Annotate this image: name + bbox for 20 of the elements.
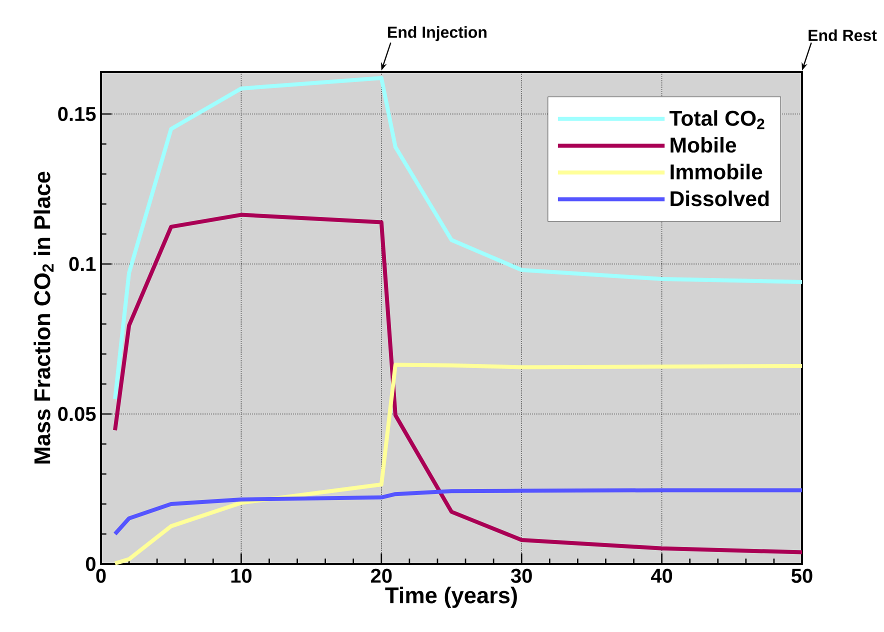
x-tick-label: 20	[370, 568, 392, 583]
legend-label: Dissolved	[670, 190, 769, 206]
line-series	[113, 76, 804, 401]
x-tick-label: 50	[791, 568, 812, 583]
legend-label: Immobile	[670, 164, 762, 180]
text: End Rest	[808, 29, 877, 42]
x-tick-label: 30	[510, 568, 532, 583]
y-tick-label: 0.05	[58, 406, 96, 422]
y-axis-title: Mass Fraction CO$_{2}$ in Place	[34, 172, 54, 464]
y-tick-label: 0	[86, 556, 96, 572]
legend-label: Total CO$_{2}$	[669, 110, 764, 130]
y-tick-label: 0.15	[58, 106, 96, 122]
line-series	[113, 212, 804, 554]
x-tick-label: 0	[96, 568, 106, 583]
y-tick-label: 0.1	[69, 256, 96, 272]
x-tick-label: 10	[231, 568, 252, 583]
x-axis-title: Time (years)	[385, 586, 517, 608]
text: End Injection	[388, 26, 486, 42]
legend-label: Mobile	[670, 136, 736, 153]
x-tick-label: 40	[650, 568, 672, 583]
